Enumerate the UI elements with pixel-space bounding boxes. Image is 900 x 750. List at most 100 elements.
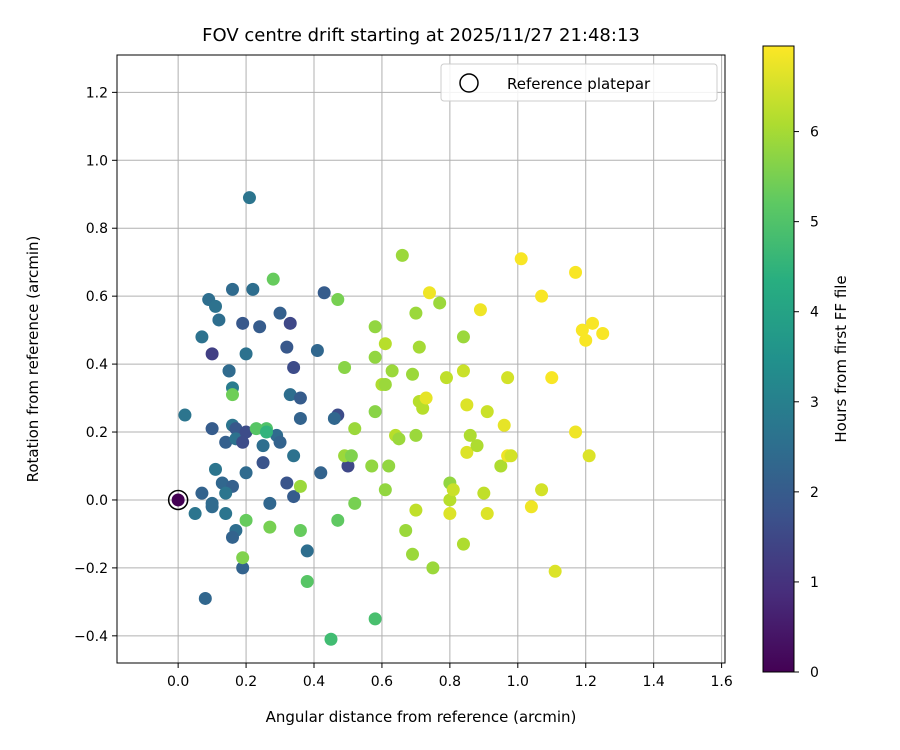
scatter-point (242, 191, 256, 205)
scatter-point (209, 462, 223, 476)
scatter-point (215, 476, 229, 490)
scatter-point (439, 371, 453, 385)
scatter-point (416, 401, 430, 415)
scatter-point (225, 388, 239, 402)
scatter-point (535, 483, 549, 497)
x-tick-label: 0.8 (439, 674, 461, 690)
scatter-point (239, 466, 253, 480)
scatter-point (463, 428, 477, 442)
colorbar-tick-label: 2 (810, 485, 819, 501)
scatter-point (219, 435, 233, 449)
scatter-point (365, 459, 379, 473)
y-tick-label: 0.8 (86, 221, 108, 237)
scatter-point (446, 483, 460, 497)
scatter-point (324, 632, 338, 646)
scatter-point (344, 449, 358, 463)
scatter-point (569, 265, 583, 279)
reference-marker (167, 489, 189, 511)
colorbar-ticks: 0 1 2 3 4 5 6 (794, 125, 819, 681)
scatter-point (300, 544, 314, 558)
scatter-point (195, 330, 209, 344)
y-tick-label: 1.2 (86, 85, 108, 101)
scatter-point (205, 500, 219, 514)
scatter-point (266, 272, 280, 286)
scatter-point (293, 479, 307, 493)
scatter-point (501, 371, 515, 385)
scatter-point (399, 524, 413, 538)
scatter-point (460, 398, 474, 412)
reference-point (167, 489, 189, 511)
scatter-point (249, 422, 263, 436)
scatter-point (287, 490, 301, 504)
legend-marker-icon (459, 73, 479, 93)
scatter-point (548, 564, 562, 578)
x-tick-label: 0.0 (167, 674, 189, 690)
scatter-point (222, 364, 236, 378)
scatter-point (205, 347, 219, 361)
scatter-point (412, 340, 426, 354)
y-tick-label: 0.6 (86, 289, 108, 305)
scatter-point (239, 425, 253, 439)
scatter-point (456, 537, 470, 551)
scatter-point (348, 422, 362, 436)
scatter-point (433, 296, 447, 310)
scatter-point (395, 248, 409, 262)
scatter-point (327, 411, 341, 425)
scatter-point (409, 428, 423, 442)
scatter-point (443, 493, 457, 507)
scatter-point (331, 293, 345, 307)
scatter-point (409, 503, 423, 517)
scatter-point (575, 323, 589, 337)
scatter-point (480, 405, 494, 419)
scatter-point (225, 282, 239, 296)
scatter-point (406, 367, 420, 381)
colorbar-label: Hours from first FF file (832, 275, 850, 442)
scatter-point (178, 408, 192, 422)
scatter-point (341, 459, 355, 473)
scatter-point (293, 411, 307, 425)
scatter-point (497, 418, 511, 432)
scatter-point (236, 316, 250, 330)
scatter-point (212, 313, 226, 327)
y-tick-label: 0.0 (86, 493, 108, 509)
scatter-point (422, 286, 436, 300)
scatter-point (236, 551, 250, 565)
plot-frame (116, 54, 726, 664)
chart-title: FOV centre drift starting at 2025/11/27 … (202, 25, 640, 46)
x-tick-label: 1.6 (710, 674, 732, 690)
scatter-point (280, 476, 294, 490)
scatter-point (378, 483, 392, 497)
scatter-point (256, 456, 270, 470)
scatter-point (338, 360, 352, 374)
scatter-point (317, 286, 331, 300)
scatter-point (293, 391, 307, 405)
scatter-point (382, 459, 396, 473)
scatter-point (300, 574, 314, 588)
scatter-point (368, 320, 382, 334)
scatter-point (426, 561, 440, 575)
scatter-point (504, 449, 518, 463)
scatter-point (331, 513, 345, 527)
scatter-point (473, 303, 487, 317)
x-tick-label: 1.0 (507, 674, 529, 690)
scatter-point (443, 507, 457, 521)
scatter-point (209, 299, 223, 313)
x-tick-label: 0.4 (303, 674, 325, 690)
y-axis-label: Rotation from reference (arcmin) (24, 236, 42, 483)
scatter-point (259, 425, 273, 439)
scatter-point (378, 377, 392, 391)
scatter-point (368, 405, 382, 419)
colorbar-tick-label: 5 (810, 215, 819, 231)
scatter-point (586, 316, 600, 330)
scatter-point (545, 371, 559, 385)
colorbar-tick-label: 4 (810, 305, 819, 321)
colorbar-tick-label: 0 (810, 665, 819, 681)
scatter-point (368, 350, 382, 364)
scatter-point (524, 500, 538, 514)
colorbar: 0 1 2 3 4 5 6 Hours from first FF file (762, 45, 850, 681)
scatter-point (385, 364, 399, 378)
scatter-point (263, 520, 277, 534)
scatter-point (456, 364, 470, 378)
scatter-point (198, 591, 212, 605)
scatter-point (314, 466, 328, 480)
